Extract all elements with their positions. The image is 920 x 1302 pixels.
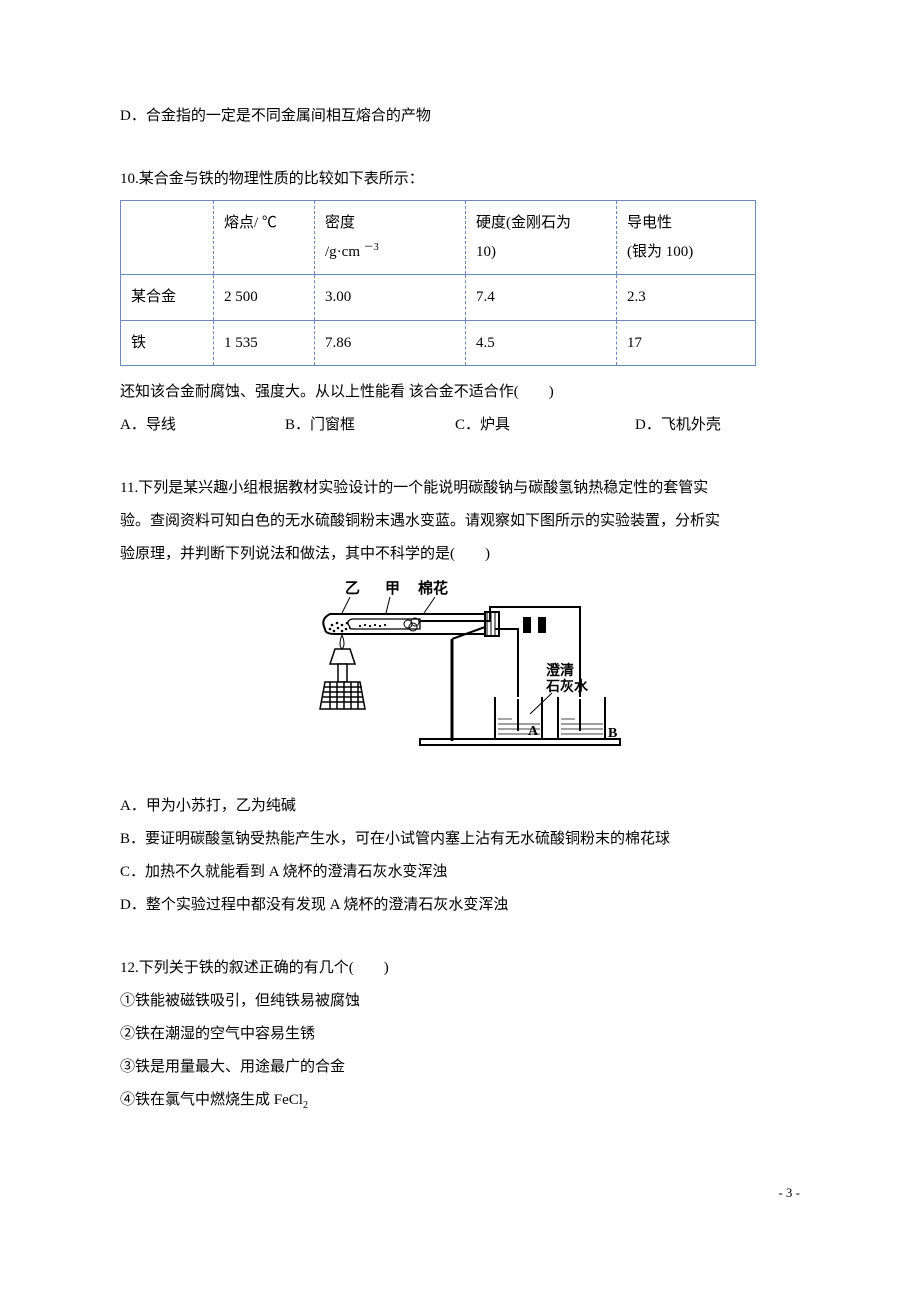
q9-option-d: D．合金指的一定是不同金属间相互熔合的产物 — [120, 100, 800, 133]
label-a: A — [528, 724, 539, 739]
table-header-row: 熔点/ ℃ 密度/g·cm －3 硬度(金刚石为10) 导电性(银为 100) — [121, 201, 756, 275]
cell: 2.3 — [617, 275, 756, 321]
label-chengqing: 澄清 — [546, 662, 574, 679]
q12-item2: ②铁在潮湿的空气中容易生锈 — [120, 1018, 800, 1051]
cell: 1 535 — [214, 320, 315, 366]
cell: 铁 — [121, 320, 214, 366]
th-density: 密度/g·cm －3 — [315, 201, 466, 275]
q12-item4: ④铁在氯气中燃烧生成 FeCl2 — [120, 1084, 800, 1117]
q10-opt-b: B．门窗框 — [285, 409, 455, 442]
q11-opt-a: A．甲为小苏打，乙为纯碱 — [120, 790, 800, 823]
q10-opt-a: A．导线 — [120, 409, 285, 442]
cell: 17 — [617, 320, 756, 366]
page-number: - 3 - — [778, 1179, 800, 1208]
q10-table: 熔点/ ℃ 密度/g·cm －3 硬度(金刚石为10) 导电性(银为 100) … — [120, 200, 756, 366]
fecl2-sub: 2 — [303, 1100, 308, 1111]
label-jia: 甲 — [385, 580, 400, 597]
th-melting: 熔点/ ℃ — [214, 201, 315, 275]
table-row: 铁 1 535 7.86 4.5 17 — [121, 320, 756, 366]
q10-stem: 10.某合金与铁的物理性质的比较如下表所示： — [120, 163, 800, 196]
th-hardness: 硬度(金刚石为10) — [466, 201, 617, 275]
q12-stem: 12.下列关于铁的叙述正确的有几个( ) — [120, 952, 800, 985]
q12-item1: ①铁能被磁铁吸引，但纯铁易被腐蚀 — [120, 985, 800, 1018]
cell: 3.00 — [315, 275, 466, 321]
q10-tail: 还知该合金耐腐蚀、强度大。从以上性能看 该合金不适合作( ) — [120, 376, 800, 409]
th-conductivity: 导电性(银为 100) — [617, 201, 756, 275]
q12-item3: ③铁是用量最大、用途最广的合金 — [120, 1051, 800, 1084]
label-b: B — [608, 726, 617, 741]
q11-stem-line3: 验原理，并判断下列说法和做法，其中不科学的是( ) — [120, 538, 800, 571]
table-row: 某合金 2 500 3.00 7.4 2.3 — [121, 275, 756, 321]
q12-item4-text: ④铁在氯气中燃烧生成 FeCl — [120, 1092, 303, 1108]
apparatus-svg: 乙 甲 棉花 — [290, 579, 630, 769]
q11-opt-b: B．要证明碳酸氢钠受热能产生水，可在小试管内塞上沾有无水硫酸铜粉末的棉花球 — [120, 823, 800, 856]
q11-stem-line1: 11.下列是某兴趣小组根据教材实验设计的一个能说明碳酸钠与碳酸氢钠热稳定性的套管… — [120, 472, 800, 505]
cell: 7.4 — [466, 275, 617, 321]
label-shihuishui: 石灰水 — [545, 678, 589, 695]
cell: 某合金 — [121, 275, 214, 321]
label-yi: 乙 — [345, 581, 360, 597]
q11-diagram: 乙 甲 棉花 — [120, 579, 800, 782]
cell: 2 500 — [214, 275, 315, 321]
label-mianhua: 棉花 — [418, 579, 448, 597]
q11-opt-c: C．加热不久就能看到 A 烧杯的澄清石灰水变浑浊 — [120, 856, 800, 889]
q11-stem-line2: 验。查阅资料可知白色的无水硫酸铜粉末遇水变蓝。请观察如下图所示的实验装置，分析实 — [120, 505, 800, 538]
q10-options: A．导线 B．门窗框 C．炉具 D．飞机外壳 — [120, 409, 800, 442]
th-empty — [121, 201, 214, 275]
density-exp: －3 — [364, 242, 379, 253]
cell: 4.5 — [466, 320, 617, 366]
q11-opt-d: D．整个实验过程中都没有发现 A 烧杯的澄清石灰水变浑浊 — [120, 889, 800, 922]
q10-opt-c: C．炉具 — [455, 409, 635, 442]
cell: 7.86 — [315, 320, 466, 366]
q10-opt-d: D．飞机外壳 — [635, 409, 755, 442]
